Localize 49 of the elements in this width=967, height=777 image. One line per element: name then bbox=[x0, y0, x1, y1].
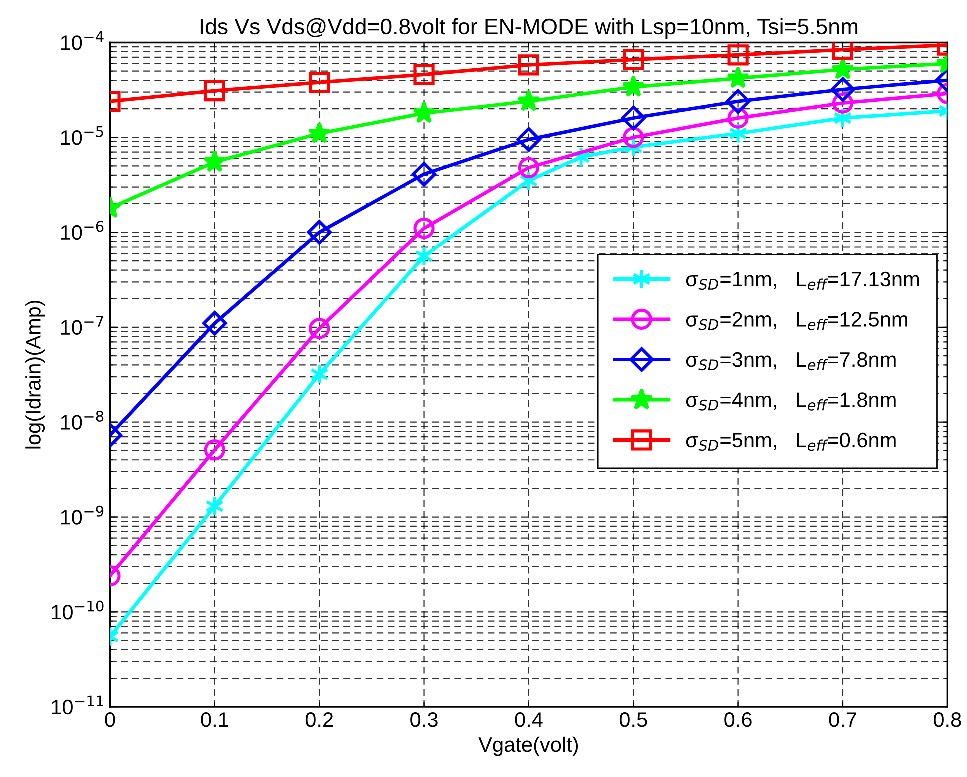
x-tick-label: 0.5 bbox=[620, 712, 648, 728]
x-tick-label: 0.8 bbox=[934, 712, 962, 728]
point bbox=[204, 440, 226, 461]
chart-title: Ids Vs Vds@Vdd=0.8volt for EN-MODE with Lsp=10nm, Tsi=5.5nm bbox=[200, 18, 858, 40]
y-tick-label: 10$^{−5}$ bbox=[61, 126, 104, 146]
point bbox=[308, 122, 332, 144]
point bbox=[412, 162, 437, 187]
point bbox=[516, 127, 542, 152]
point bbox=[414, 64, 435, 86]
point bbox=[830, 77, 856, 102]
point bbox=[518, 90, 540, 112]
x-axis-title: Vgate(volt) bbox=[478, 736, 578, 756]
y-tick-label: 10$^{−9}$ bbox=[61, 506, 104, 525]
legend-label: σ$_{SD}$=1nm, L$_{eff}$=17.13nm bbox=[686, 272, 919, 290]
point bbox=[518, 157, 540, 178]
point bbox=[412, 101, 436, 124]
point bbox=[309, 72, 330, 94]
legend-label: σ$_{SD}$=2nm, L$_{eff}$=12.5nm bbox=[686, 312, 908, 330]
x-tick-label: 0.1 bbox=[201, 712, 228, 728]
legend-label: σ$_{SD}$=5nm, L$_{eff}$=0.6nm bbox=[686, 432, 896, 452]
point bbox=[622, 75, 646, 98]
point bbox=[726, 89, 751, 114]
x-tick-label: 0.3 bbox=[410, 712, 438, 728]
x-tick-label: 0.2 bbox=[306, 712, 334, 728]
point bbox=[623, 49, 644, 70]
y-axis-title: log(Idrain)(Amp) bbox=[26, 300, 46, 449]
x-tick-label: 0.7 bbox=[829, 712, 856, 728]
y-tick-label: 10$^{−8}$ bbox=[61, 410, 104, 430]
x-tick-label: 0.6 bbox=[724, 712, 752, 728]
point bbox=[204, 80, 226, 102]
point bbox=[726, 66, 750, 88]
point bbox=[518, 54, 540, 76]
point bbox=[202, 311, 228, 336]
x-tick-label: 0.4 bbox=[515, 712, 543, 728]
y-tick-label: 10$^{−4}$ bbox=[61, 32, 104, 50]
point bbox=[309, 318, 330, 340]
x-tick-label: 0 bbox=[105, 712, 116, 728]
y-tick-label: 10$^{−6}$ bbox=[61, 221, 104, 240]
point bbox=[623, 127, 644, 148]
point bbox=[728, 44, 749, 66]
point bbox=[621, 106, 646, 131]
y-tick-label: 10$^{−11}$ bbox=[52, 696, 104, 715]
point bbox=[203, 150, 226, 172]
legend-label: σ$_{SD}$=3nm, L$_{eff}$=7.8nm bbox=[686, 352, 896, 371]
point bbox=[414, 218, 435, 240]
legend-label: σ$_{SD}$=4nm, L$_{eff}$=1.8nm bbox=[686, 392, 896, 411]
y-tick-label: 10$^{−10}$ bbox=[52, 600, 104, 620]
point bbox=[307, 220, 332, 245]
y-tick-label: 10$^{−7}$ bbox=[61, 316, 104, 336]
